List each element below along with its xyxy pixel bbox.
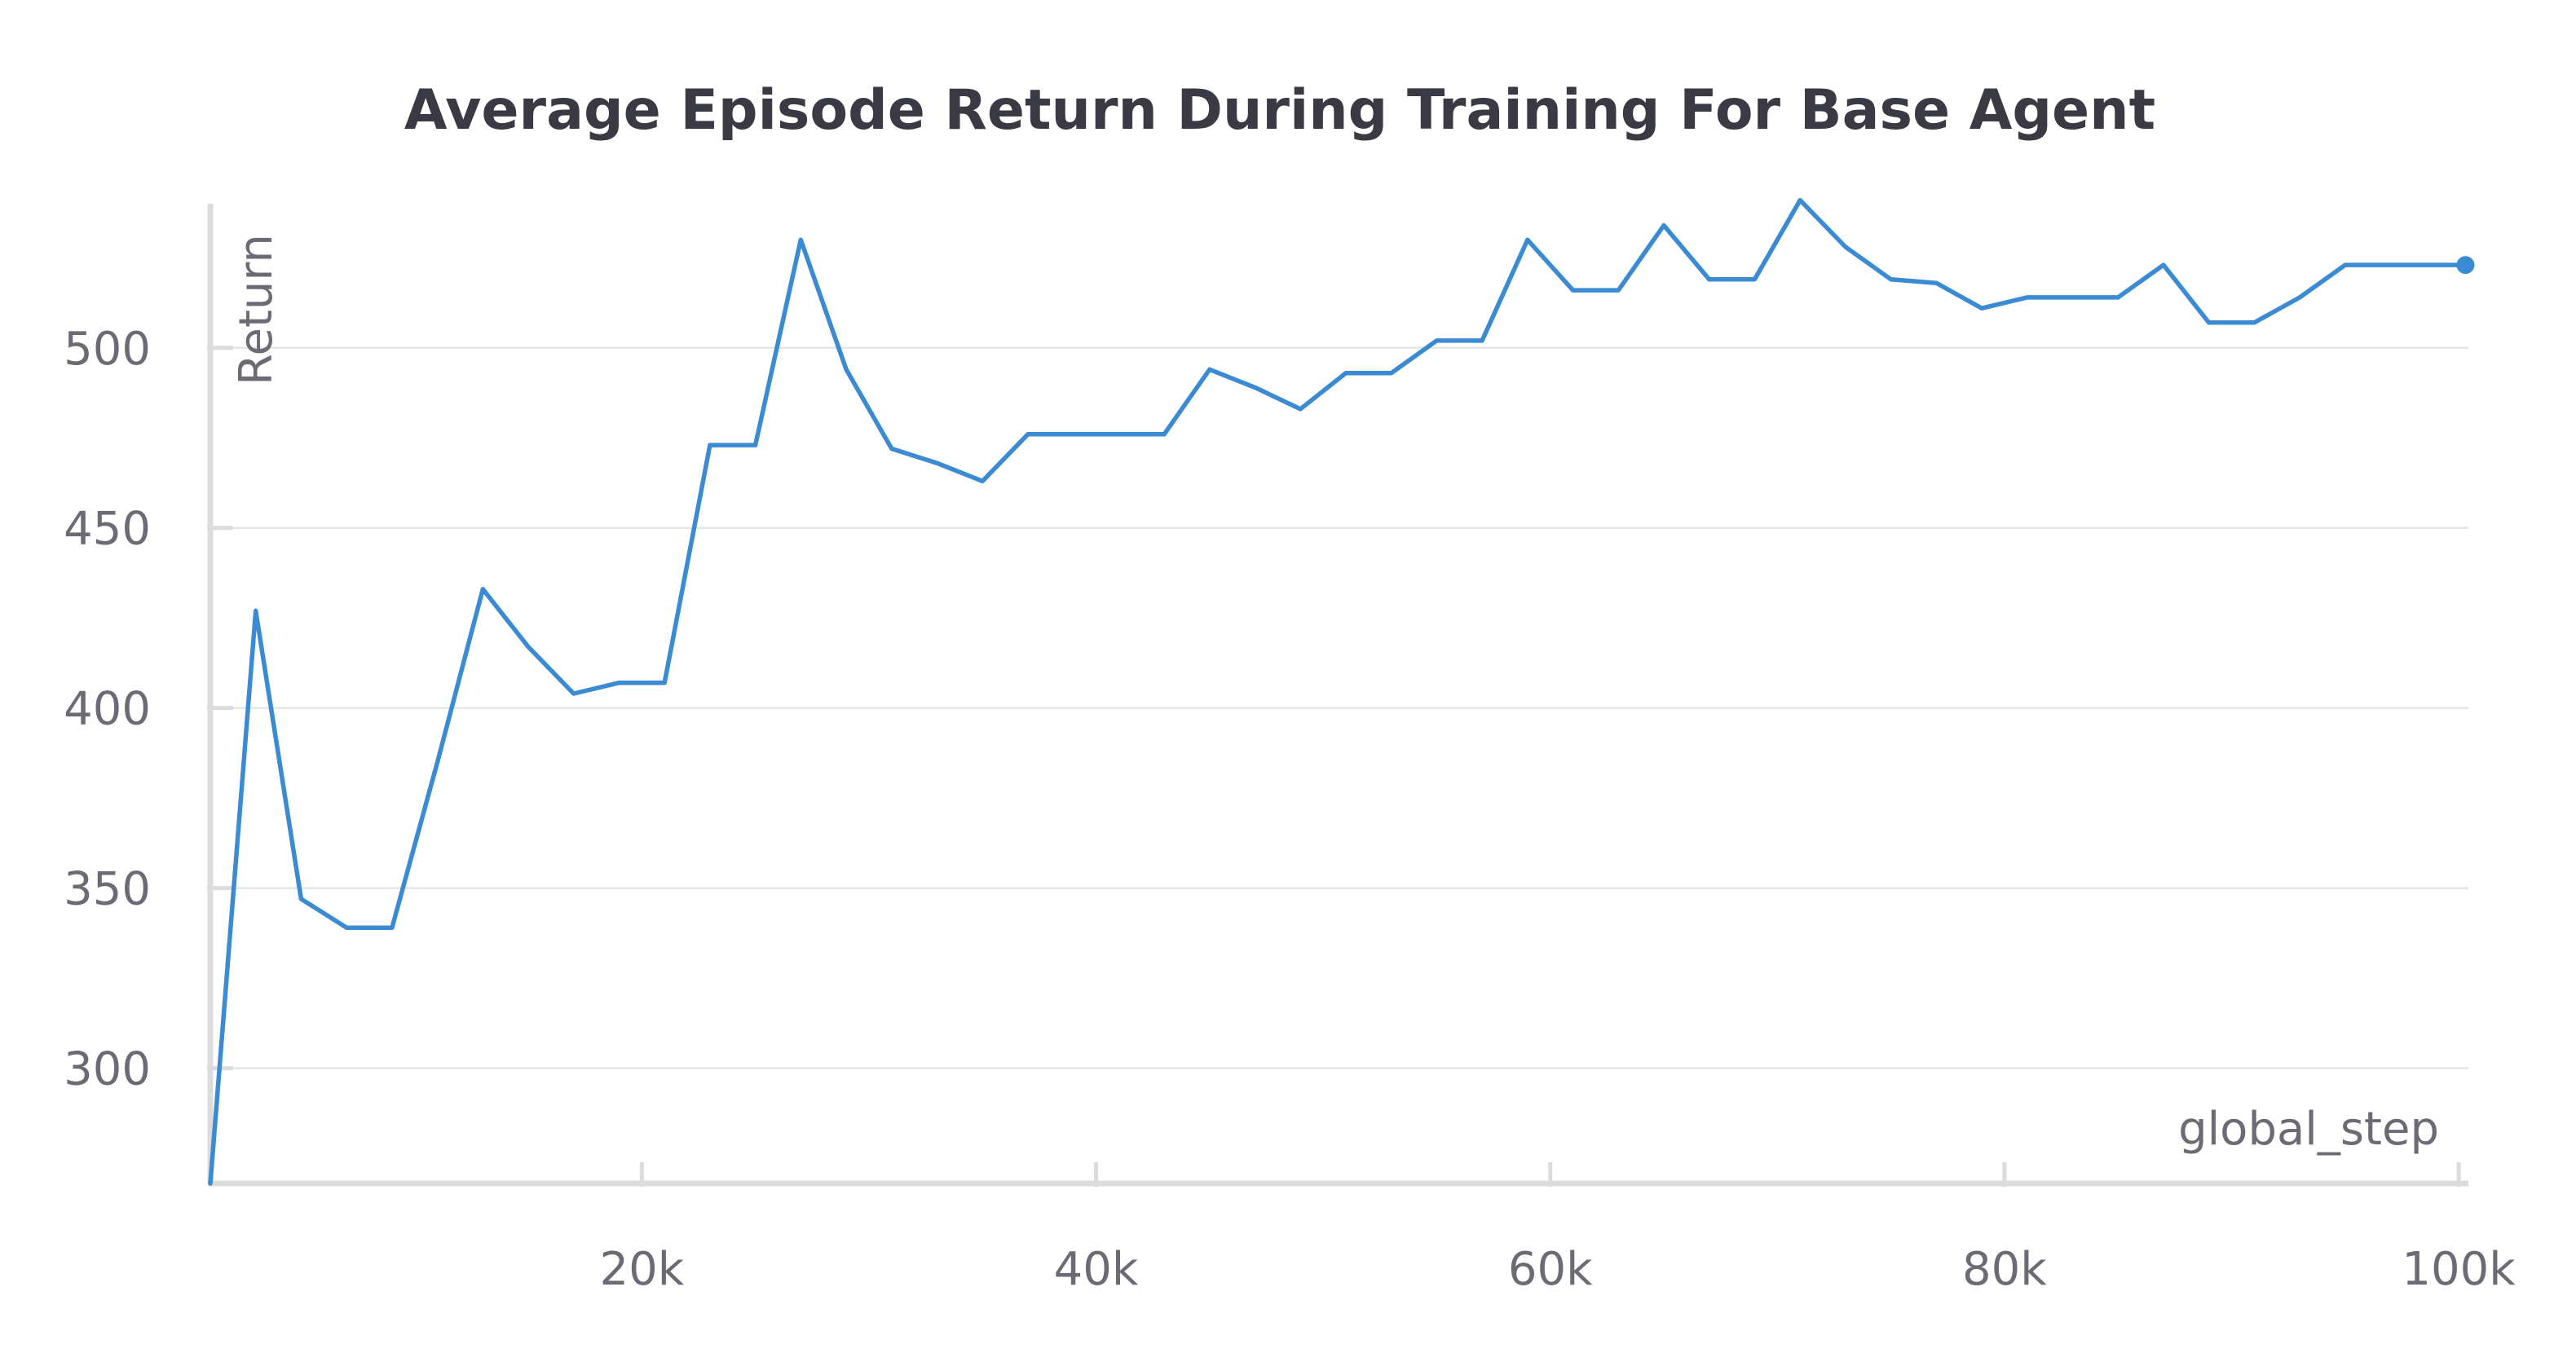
axes [207, 204, 2468, 1187]
series-layer [208, 197, 2475, 1186]
grid-lines [210, 346, 2468, 1069]
y-tick-label-350: 350 [64, 863, 151, 916]
x-tick-label-100000: 100k [2402, 1243, 2516, 1296]
x-tick-label-20000: 20k [599, 1243, 684, 1296]
y-tick-label-500: 500 [64, 323, 151, 376]
x-axis-label: global_step [2178, 1103, 2439, 1156]
y-tick-label-300: 300 [64, 1043, 151, 1096]
x-tick-label-60000: 60k [1508, 1243, 1593, 1296]
series-endpoint-0 [2456, 256, 2475, 275]
tick-labels: 300 350 400 450 500 20k 40k 60k 80k 100k [64, 323, 2516, 1296]
y-axis-label: Return [230, 234, 283, 386]
x-tick-label-40000: 40k [1054, 1243, 1139, 1296]
chart-title: Average Episode Return During Training F… [404, 78, 2155, 143]
series-line-0 [208, 197, 2468, 1186]
y-tick-label-400: 400 [64, 683, 151, 736]
x-tick-label-80000: 80k [1962, 1243, 2047, 1296]
y-tick-label-450: 450 [64, 503, 151, 556]
